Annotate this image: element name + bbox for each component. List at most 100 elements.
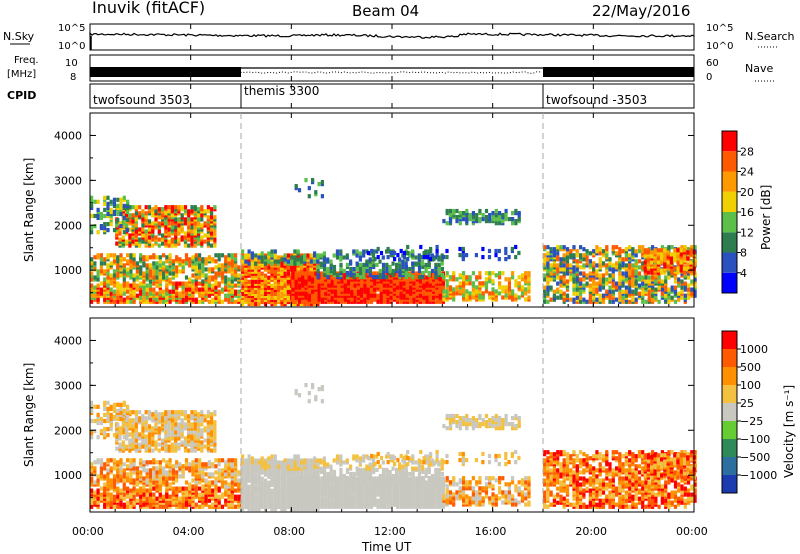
power-cell: [126, 267, 130, 272]
power-cell: [116, 281, 120, 286]
power-cell: [314, 271, 318, 276]
power-cell: [109, 295, 113, 300]
power-cell: [582, 271, 586, 276]
power-cell: [641, 275, 645, 280]
power-cell: [263, 255, 268, 260]
power-cell: [488, 217, 492, 222]
power-cell: [157, 207, 161, 212]
velocity-cell: [175, 478, 179, 483]
velocity-cell: [181, 470, 185, 475]
power-cell: [440, 261, 444, 266]
power-cell: [615, 297, 619, 302]
velocity-cell: [126, 464, 130, 469]
velocity-cell: [198, 480, 202, 485]
power-cell: [494, 253, 498, 258]
power-cell: [651, 297, 655, 302]
power-cell: [644, 275, 648, 280]
velocity-cell: [170, 448, 174, 453]
power-cell: [429, 257, 433, 262]
power-cell: [320, 291, 324, 296]
velocity-cell: [180, 432, 184, 437]
power-cell: [402, 255, 406, 260]
power-cell: [667, 299, 671, 304]
power-cell: [106, 228, 110, 233]
velocity-cell: [204, 472, 208, 477]
power-cell: [277, 255, 281, 260]
power-cell: [148, 291, 153, 296]
velocity-cell: [217, 476, 221, 481]
power-cell: [109, 273, 113, 278]
power-cell: [527, 289, 531, 294]
power-cell: [504, 277, 508, 282]
power-cell: [170, 205, 174, 210]
power-cell: [585, 257, 589, 262]
power-cell: [129, 283, 133, 288]
velocity-cell: [141, 422, 145, 427]
power-cell: [660, 248, 664, 253]
power-cell: [669, 268, 673, 273]
power-cell: [660, 279, 664, 284]
power-cell: [611, 281, 615, 286]
noise-ytick-left-bottom: 10^0: [58, 41, 85, 52]
power-cell: [349, 266, 353, 272]
velocity-cell: [99, 466, 103, 471]
velocity-cell: [99, 496, 103, 501]
power-cell: [283, 273, 287, 278]
power-cell: [598, 247, 602, 252]
power-cell: [198, 287, 202, 292]
power-cell: [676, 270, 680, 275]
velocity-cell: [135, 488, 139, 493]
velocity-cell: [157, 412, 161, 417]
velocity-cell: [119, 494, 123, 499]
power-cell: [184, 287, 189, 292]
power-cell: [475, 217, 479, 222]
power-cell: [498, 281, 502, 286]
beam-title: Beam 04: [352, 2, 419, 20]
power-cell: [103, 297, 107, 302]
power-cell: [611, 289, 615, 294]
power-cell: [320, 194, 324, 199]
power-cell: [293, 265, 297, 270]
power-cell: [194, 269, 198, 274]
power-cell: [180, 237, 184, 242]
velocity-cell: [132, 462, 136, 467]
power-cell: [217, 295, 221, 300]
power-cell: [637, 271, 642, 276]
velocity-cell: [145, 460, 149, 465]
power-cell: [481, 291, 485, 296]
power-cell: [660, 260, 664, 265]
power-cell: [546, 245, 550, 250]
power-cell: [504, 213, 508, 218]
velocity-cell: [128, 424, 132, 429]
power-cell: [277, 259, 281, 264]
velocity-cell: [177, 436, 181, 441]
velocity-cell: [198, 496, 202, 501]
velocity-cell: [190, 442, 194, 447]
power-cell: [411, 261, 415, 266]
power-cell: [106, 222, 110, 227]
power-cell: [316, 301, 320, 307]
velocity-cell: [175, 460, 179, 465]
freq-unit-label: [MHz]: [7, 69, 36, 80]
power-cell: [501, 221, 505, 226]
velocity-cell: [207, 460, 211, 465]
power-cell: [162, 261, 166, 266]
power-cell: [565, 279, 570, 284]
power-cell: [329, 259, 333, 264]
velocity-cell: [198, 486, 202, 491]
power-cell: [303, 267, 307, 272]
velocity-cell: [139, 494, 143, 499]
velocity-cell: [119, 478, 123, 483]
velocity-cell: [112, 474, 117, 479]
velocity-cell: [103, 486, 107, 491]
velocity-cell: [167, 444, 171, 449]
velocity-cell: [194, 480, 198, 485]
power-cell: [214, 253, 218, 258]
power-cell: [371, 249, 376, 254]
power-cell: [660, 256, 664, 261]
power-cell: [106, 211, 110, 217]
power-cell: [90, 226, 94, 231]
power-cell: [673, 285, 678, 290]
power-cell: [241, 255, 245, 260]
power-cell: [158, 255, 162, 260]
